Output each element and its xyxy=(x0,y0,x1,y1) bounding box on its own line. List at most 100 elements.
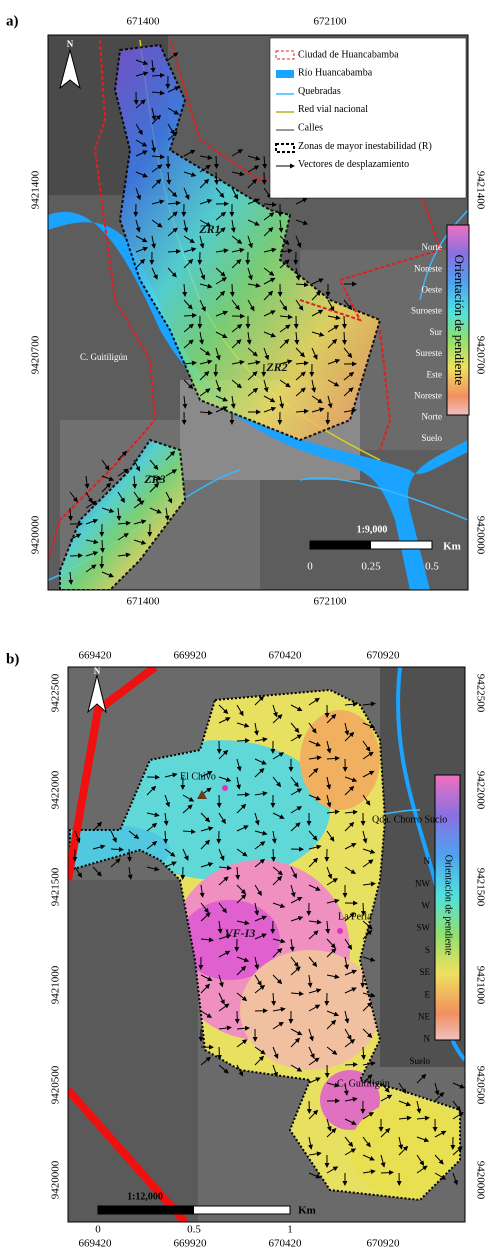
y-coord-label: 9421400 xyxy=(30,170,42,209)
x-coord-label: 670420 xyxy=(269,1238,303,1250)
displacement-vector xyxy=(232,284,233,296)
map-label: C. Guitiligún xyxy=(337,1078,390,1089)
displacement-vector xyxy=(216,156,217,168)
scale-unit: Km xyxy=(298,1205,316,1217)
colorbar-label: Sur xyxy=(429,327,442,337)
y-coord-label: 9421000 xyxy=(50,965,62,1004)
y-coord-label: 9420000 xyxy=(474,1161,486,1200)
colorbar-title: Orientación de pendiente xyxy=(452,255,467,386)
panel-label: b) xyxy=(6,651,19,667)
legend-entry: Río Huancabamba xyxy=(298,68,373,79)
x-coord-label: 672100 xyxy=(314,596,348,608)
displacement-vector xyxy=(237,794,249,795)
scale-ratio: 1:9,000 xyxy=(357,524,388,535)
x-coord-label: 672100 xyxy=(314,16,348,28)
scale-unit: Km xyxy=(443,541,461,553)
colorbar-label: Oeste xyxy=(422,284,443,294)
scale-tick: 0.25 xyxy=(361,561,381,573)
colorbar-label: E xyxy=(425,989,431,999)
scale-tick: 0.5 xyxy=(425,561,439,573)
displacement-vector xyxy=(344,332,345,344)
colorbar-label: Suelo xyxy=(421,433,442,443)
colorbar-label: SE xyxy=(419,967,430,977)
map-label: El Chivo xyxy=(180,771,216,782)
x-coord-label: 671400 xyxy=(127,16,161,28)
colorbar-label: Norte xyxy=(422,412,443,422)
x-coord-label: 670920 xyxy=(367,1238,401,1250)
scale-ratio: 1:12,000 xyxy=(127,1191,163,1202)
colorbar-label: Norte xyxy=(422,242,443,252)
colorbar-label: Sureste xyxy=(416,348,443,358)
scalebar-b xyxy=(98,1206,194,1214)
y-coord-label: 9422500 xyxy=(474,674,486,713)
x-coord-label: 670920 xyxy=(367,650,401,662)
displacement-vector xyxy=(345,1064,357,1065)
colorbar-label: NE xyxy=(418,1011,430,1021)
colorbar-label: Suroeste xyxy=(411,306,442,316)
colorbar-label: N xyxy=(424,856,431,866)
y-coord-label: 9420000 xyxy=(474,516,486,555)
legend-entry: Vectores de desplazamiento xyxy=(298,159,409,170)
y-coord-label: 9420000 xyxy=(50,1160,62,1199)
map-label: Qda. Chorro Sucio xyxy=(372,814,447,825)
y-coord-label: 9421500 xyxy=(474,868,486,907)
x-coord-label: 671400 xyxy=(127,596,161,608)
figure: a) 671400 671400 672100 672100 9421400 9421400… xyxy=(0,0,495,1251)
map-label: VF-I3 xyxy=(225,926,256,940)
y-coord-label: 9421500 xyxy=(50,867,62,906)
map-label: ZR1 xyxy=(198,222,220,236)
map-label: ZR3 xyxy=(143,472,165,486)
y-coord-label: 9422000 xyxy=(50,770,62,809)
scale-tick: 1 xyxy=(287,1224,293,1236)
map-label: ZR2 xyxy=(265,360,287,374)
colorbar-label: SW xyxy=(417,923,431,933)
legend-symbol xyxy=(276,70,294,78)
displacement-vector xyxy=(219,1047,220,1059)
colorbar-title: Orientación de pendiente xyxy=(443,855,454,956)
colorbar-label: NW xyxy=(415,878,430,888)
colorbar-label: S xyxy=(425,945,430,955)
legend-entry: Calles xyxy=(298,122,323,133)
scale-tick: 0 xyxy=(307,561,313,573)
colorbar-label: N xyxy=(424,1034,431,1044)
scalebar-a xyxy=(310,541,371,549)
scale-tick: 0 xyxy=(95,1224,101,1236)
legend-a xyxy=(270,38,466,198)
x-coord-label: 669420 xyxy=(79,1238,113,1250)
y-coord-label: 9420700 xyxy=(474,336,486,375)
y-coord-label: 9420000 xyxy=(30,515,42,554)
displacement-vector xyxy=(70,555,82,556)
legend-entry: Ciudad de Huancabamba xyxy=(298,49,399,60)
displacement-vector xyxy=(273,849,274,861)
y-coord-label: 9421400 xyxy=(474,171,486,210)
map-b xyxy=(50,667,470,1222)
legend-entry: Red vial nacional xyxy=(298,104,368,115)
legend-entry: Quebradas xyxy=(298,86,341,97)
y-coord-label: 9420700 xyxy=(30,335,42,374)
displacement-vector xyxy=(381,1172,393,1173)
map-label: C. Guitiligún xyxy=(80,352,128,362)
colorbar-label: W xyxy=(422,900,431,910)
scale-tick: 0.5 xyxy=(187,1224,201,1236)
y-coord-label: 9422000 xyxy=(474,771,486,810)
displacement-vector xyxy=(237,740,249,741)
colorbar-label: Noreste xyxy=(414,263,442,273)
colorbar-label: Noreste xyxy=(414,390,442,400)
y-coord-label: 9420500 xyxy=(474,1066,486,1105)
map-label: La Perla xyxy=(338,911,372,922)
legend-entry: Zonas de mayor inestabilidad (R) xyxy=(298,141,432,152)
y-coord-label: 9422500 xyxy=(50,673,62,712)
x-coord-label: 670420 xyxy=(269,650,303,662)
y-coord-label: 9420500 xyxy=(50,1065,62,1104)
x-coord-label: 669920 xyxy=(174,650,208,662)
colorbar-label: Este xyxy=(427,369,443,379)
panel-label: a) xyxy=(6,13,19,29)
colorbar-label: Suelo xyxy=(409,1056,430,1066)
north-label: N xyxy=(94,666,101,676)
x-coord-label: 669420 xyxy=(79,650,113,662)
displacement-vector xyxy=(111,849,123,850)
displacement-vector xyxy=(344,316,345,328)
x-coord-label: 669920 xyxy=(174,1238,208,1250)
y-coord-label: 9421000 xyxy=(474,966,486,1005)
north-label: N xyxy=(67,39,74,49)
